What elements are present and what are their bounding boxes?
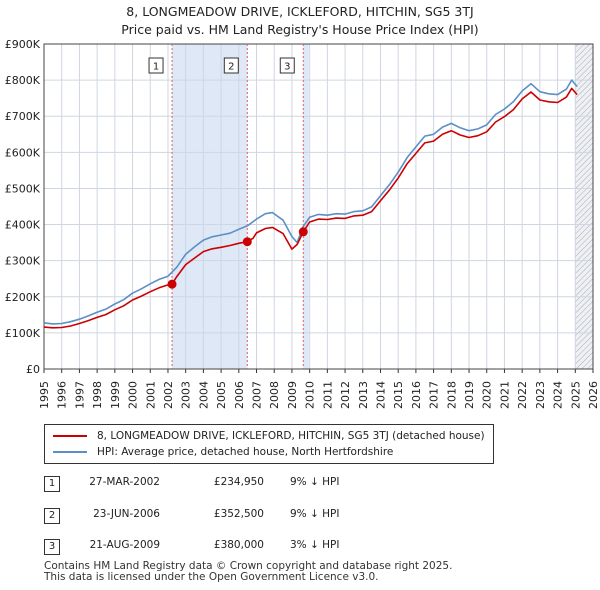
- sale-marker-box: [223, 57, 239, 74]
- y-tick-label: £900K: [5, 38, 41, 51]
- sale-point: [298, 227, 308, 237]
- x-tick-label: 1997: [73, 381, 86, 409]
- y-tick-label: £700K: [5, 110, 41, 123]
- sale-marker-lines: 1 2 3: [148, 44, 304, 369]
- y-tick-label: £300K: [5, 255, 41, 268]
- legend-item-property: 8, LONGMEADOW DRIVE, ICKLEFORD, HITCHIN,…: [53, 430, 485, 442]
- legend: 8, LONGMEADOW DRIVE, ICKLEFORD, HITCHIN,…: [44, 424, 494, 464]
- x-tick-label: 2022: [516, 381, 529, 409]
- transaction-hpi-delta: 9% ↓ HPI: [290, 476, 340, 488]
- x-tick-label: 2001: [144, 381, 157, 409]
- legend-hpi-label: HPI: Average price, detached house, Nort…: [97, 446, 394, 458]
- transaction-price: £352,500: [213, 508, 264, 520]
- y-tick-label: £800K: [5, 74, 41, 87]
- x-tick-label: 2016: [410, 381, 423, 409]
- x-tick-label: 2008: [268, 381, 281, 409]
- transaction-date: 21-AUG-2009: [89, 539, 160, 551]
- plot-border: [43, 43, 594, 370]
- x-tick-label: 1999: [109, 381, 122, 409]
- x-tick-label: 2000: [127, 381, 140, 409]
- sale-points: [167, 227, 308, 289]
- legend-hpi-swatch: [53, 451, 87, 453]
- x-tick-label: 2002: [162, 381, 175, 409]
- x-tick-label: 2015: [392, 381, 405, 409]
- y-tick-label: £200K: [5, 291, 41, 304]
- attribution-line-2: This data is licensed under the Open Gov…: [44, 571, 379, 583]
- x-tick-label: 2004: [197, 381, 210, 409]
- x-tick-label: 2017: [428, 381, 441, 409]
- x-tick-label: 2011: [321, 381, 334, 409]
- forecast-hatch: [575, 44, 593, 369]
- y-tick-label: £100K: [5, 327, 41, 340]
- x-tick-label: 2003: [180, 381, 193, 409]
- x-tick-label: 1995: [38, 381, 51, 409]
- sale-point: [167, 279, 177, 289]
- y-tick-label: £600K: [5, 146, 41, 159]
- x-tick-label: 2005: [215, 381, 228, 409]
- price-chart: 1 2 3 £0 £100K £200K £300K £400K £500K £600K £700…: [5, 38, 600, 409]
- y-tick-label: £400K: [5, 219, 41, 232]
- transaction-hpi-delta: 9% ↓ HPI: [290, 508, 340, 520]
- transaction-hpi-delta: 3% ↓ HPI: [290, 539, 340, 551]
- transaction-date: 23-JUN-2006: [93, 508, 160, 520]
- x-tick-label: 2010: [304, 381, 317, 409]
- x-tick-label: 2021: [498, 381, 511, 409]
- transaction-date: 27-MAR-2002: [89, 476, 160, 488]
- chart-subtitle: Price paid vs. HM Land Registry's House …: [121, 22, 479, 37]
- shade-layer: [172, 44, 593, 369]
- attribution-line-1: Contains HM Land Registry data © Crown c…: [44, 560, 453, 572]
- x-tick-label: 2012: [339, 381, 352, 409]
- sale-point: [242, 237, 252, 247]
- hpi-line: [43, 79, 578, 325]
- x-tick-label: 2024: [552, 381, 565, 409]
- sale-marker-number: 2: [228, 62, 234, 73]
- chart-title: 8, LONGMEADOW DRIVE, ICKLEFORD, HITCHIN,…: [126, 4, 474, 19]
- x-tick-label: 2009: [286, 381, 299, 409]
- x-tick-label: 2026: [587, 381, 600, 409]
- axis-labels: £0 £100K £200K £300K £400K £500K £600K £700K £80…: [5, 38, 600, 409]
- transaction-number: 2: [44, 508, 60, 524]
- shaded-period: [172, 44, 248, 369]
- legend-property-swatch: [53, 435, 87, 437]
- sale-marker-box: [148, 57, 164, 74]
- transaction-number: 1: [44, 476, 60, 492]
- sale-marker-number: 3: [284, 62, 290, 73]
- x-tick-label: 2018: [445, 381, 458, 409]
- y-tick-label: £0: [26, 363, 40, 376]
- legend-property-label: 8, LONGMEADOW DRIVE, ICKLEFORD, HITCHIN,…: [97, 430, 485, 442]
- shaded-period: [303, 44, 309, 369]
- x-tick-label: 2019: [463, 381, 476, 409]
- x-tick-label: 1996: [56, 381, 69, 409]
- legend-item-hpi: HPI: Average price, detached house, Nort…: [53, 446, 393, 458]
- transaction-price: £234,950: [213, 476, 264, 488]
- x-tick-label: 2023: [534, 381, 547, 409]
- sale-marker-number: 1: [153, 62, 159, 73]
- grid-layer: [43, 43, 594, 373]
- y-tick-label: £500K: [5, 182, 41, 195]
- plot-area: [44, 44, 593, 369]
- x-tick-label: 2025: [569, 381, 582, 409]
- transaction-price: £380,000: [213, 539, 264, 551]
- x-tick-label: 2020: [481, 381, 494, 409]
- transaction-number: 3: [44, 539, 60, 555]
- x-tick-label: 2013: [357, 381, 370, 409]
- sale-marker-box: [279, 57, 295, 74]
- x-tick-label: 1998: [91, 381, 104, 409]
- x-tick-label: 2014: [374, 381, 387, 409]
- x-tick-label: 2007: [251, 381, 264, 409]
- attribution: Contains HM Land Registry data © Crown c…: [44, 561, 452, 583]
- x-tick-label: 2006: [233, 381, 246, 409]
